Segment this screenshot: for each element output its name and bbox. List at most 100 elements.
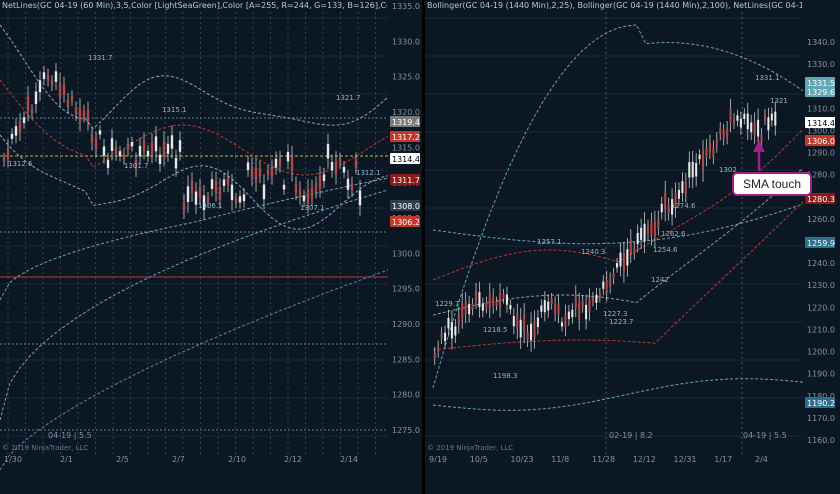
left-candle-body	[26, 96, 30, 111]
bollinger-100-middle	[432, 203, 804, 245]
right-candle-body	[564, 314, 567, 327]
left-candle-body	[14, 126, 18, 136]
left-candle-body	[46, 74, 50, 81]
right-candle-body	[739, 118, 742, 128]
price-annotation: 1302	[719, 166, 737, 174]
right-candle-body	[478, 292, 481, 308]
price-annotation: 1301.7	[124, 162, 149, 170]
right-chart-canvas[interactable]: 1229.7 1198.3 1218.5 1227.3 1242 1254.6 1262.6…	[425, 0, 840, 494]
panel-splitter[interactable]	[422, 0, 425, 494]
right-candle-body	[667, 204, 670, 214]
right-chart-panel[interactable]: Bollinger(GC 04-19 (1440 Min),2,25), Bol…	[425, 0, 840, 494]
price-annotation: 1257.1	[537, 238, 562, 246]
price-annotation: 1321.7	[336, 94, 361, 102]
left-price-axis-tick: 1325.0	[392, 73, 420, 82]
left-price-tag-bg	[390, 131, 420, 142]
right-price-axis-tick: 1170.0	[807, 414, 835, 423]
price-annotation: 1227.3	[603, 310, 628, 318]
right-candle-body	[619, 252, 622, 267]
left-candle-body	[170, 135, 174, 149]
right-candle-body	[770, 113, 773, 121]
right-price-axis-tick: 1200.0	[807, 348, 835, 357]
right-candle-body	[578, 303, 581, 320]
bollinger-100-lower	[432, 378, 804, 411]
left-candle-body	[126, 143, 130, 151]
right-copyright: © 2019 NinjaTrader, LLC	[427, 444, 513, 452]
left-candle-body	[326, 143, 330, 159]
right-candle-body	[560, 322, 564, 327]
left-candle-body	[342, 166, 346, 173]
right-price-axis-tick: 1280.0	[807, 171, 835, 180]
left-candle-body	[282, 184, 286, 190]
right-price-tag-bg	[805, 135, 835, 146]
left-price-axis-tick: 1300.0	[392, 249, 420, 258]
price-annotation: 1307.1	[300, 204, 325, 212]
left-candle-body	[162, 141, 166, 157]
left-candle-body	[226, 177, 230, 186]
left-chart-header: NetLines(GC 04-19 (60 Min),3,5,Color [Li…	[2, 1, 387, 10]
right-price-tag-bg	[805, 77, 835, 88]
right-time-axis-tick: 10/5	[470, 455, 488, 464]
left-candle-body	[258, 167, 262, 177]
right-candle-body	[729, 108, 732, 123]
left-price-axis-tick: 1335.0	[392, 2, 420, 11]
right-time-axis-tick: 1/17	[714, 455, 732, 464]
right-candle-body	[743, 113, 746, 119]
left-candle-body	[6, 147, 10, 159]
right-candle-body	[567, 311, 570, 320]
left-candle-body	[54, 71, 58, 82]
right-candle-body	[523, 314, 526, 332]
left-candle-body	[290, 156, 294, 171]
band-middle	[0, 79, 389, 176]
left-candle-body	[190, 181, 194, 193]
left-chart-canvas[interactable]: 1321.7 1331.7 1312.1 1307.1 1306.1 1312.6 1301…	[0, 0, 422, 494]
left-candle-body	[262, 184, 266, 200]
left-copyright: © 2019 NinjaTrader, LLC	[2, 444, 88, 452]
right-chart-header: Bollinger(GC 04-19 (1440 Min),2,25), Bol…	[427, 1, 802, 10]
left-chart-panel[interactable]: NetLines(GC 04-19 (60 Min),3,5,Color [Li…	[0, 0, 422, 494]
right-candle-body	[530, 323, 533, 341]
left-price-axis-tick: 1285.0	[392, 355, 420, 364]
left-candle-body	[2, 157, 6, 162]
right-candle-body	[640, 227, 643, 240]
left-candle-body	[186, 186, 190, 202]
right-candle-body	[757, 119, 760, 137]
left-candle-body	[94, 139, 98, 150]
right-time-axis-tick: 10/23	[511, 455, 534, 464]
right-price-axis-tick: 1260.0	[807, 215, 835, 224]
right-candle-body	[732, 118, 736, 124]
right-price-tag: 1314.4	[807, 119, 835, 128]
left-candle-body	[70, 95, 74, 101]
right-candle-body	[715, 138, 718, 147]
right-candle-body	[585, 304, 588, 320]
left-candle-body	[206, 197, 210, 202]
left-price-tag-bg	[390, 153, 420, 164]
right-candle-body	[447, 317, 450, 329]
right-candle-body	[753, 121, 756, 135]
left-price-axis	[388, 0, 422, 494]
right-price-tag: 1331.5	[807, 79, 835, 88]
left-candle-body	[214, 180, 218, 193]
left-candle-body	[234, 198, 238, 203]
right-candle-body	[674, 192, 677, 208]
right-candle-body	[767, 117, 770, 131]
left-candle-body	[78, 108, 82, 122]
right-candle-body	[516, 313, 519, 329]
left-price-tag: 1311.7	[392, 176, 420, 185]
left-contract-label: 04-19 | 5.5	[48, 431, 92, 440]
left-candle-body	[266, 170, 270, 176]
right-price-axis-tick: 1300.0	[807, 126, 835, 135]
right-candle-body	[698, 154, 701, 160]
price-annotation: 1240.3	[581, 248, 606, 256]
left-candle-body	[58, 82, 62, 98]
price-annotation: 1254.6	[653, 246, 678, 254]
right-candle-body	[464, 301, 467, 314]
right-candle-body	[605, 280, 608, 293]
sma-long	[0, 269, 389, 471]
left-candle-body	[198, 187, 202, 198]
left-candle-body	[242, 194, 246, 202]
left-time-axis-tick: 1/30	[4, 455, 22, 464]
right-candle-body	[595, 294, 598, 303]
price-annotation: 1312.1	[356, 169, 381, 177]
left-candle-body	[38, 80, 42, 93]
